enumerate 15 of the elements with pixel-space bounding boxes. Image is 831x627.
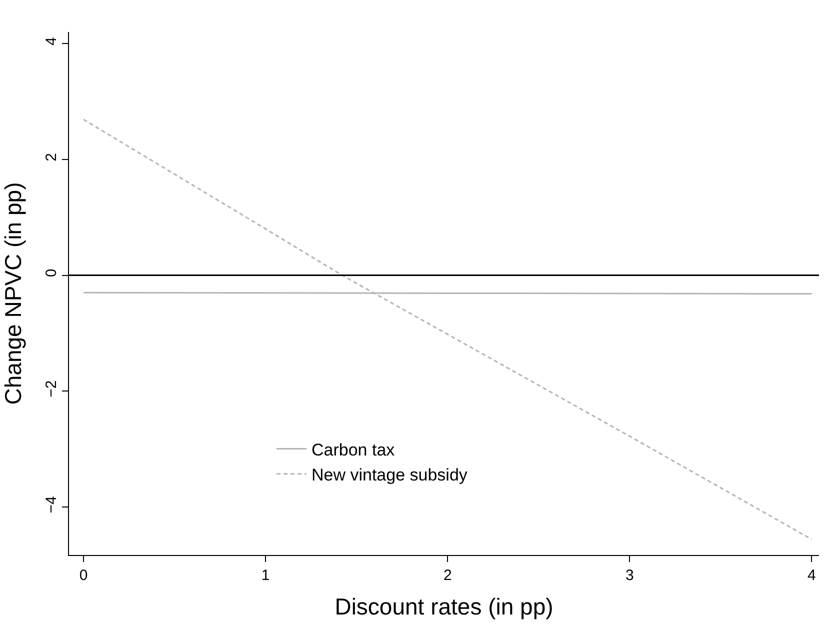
x-tick-label: 1	[261, 567, 270, 584]
line-series	[82, 118, 812, 540]
y-axis-title: Change NPVC (in pp)	[0, 182, 26, 405]
y-tick-label: 0	[43, 268, 60, 278]
x-tick-label: 0	[79, 567, 88, 584]
legend-label: New vintage subsidy	[312, 466, 468, 485]
y-tick-label: −4	[43, 496, 60, 514]
x-tick-label: 4	[808, 567, 816, 584]
x-axis-title: Discount rates (in pp)	[334, 594, 554, 620]
y-tick-label: 2	[43, 153, 60, 162]
y-tick-label: 4	[43, 37, 60, 46]
legend-label: Carbon tax	[312, 440, 396, 460]
y-tick-label: −2	[43, 380, 60, 398]
x-tick-label: 3	[626, 567, 634, 584]
x-tick-label: 2	[443, 567, 452, 584]
